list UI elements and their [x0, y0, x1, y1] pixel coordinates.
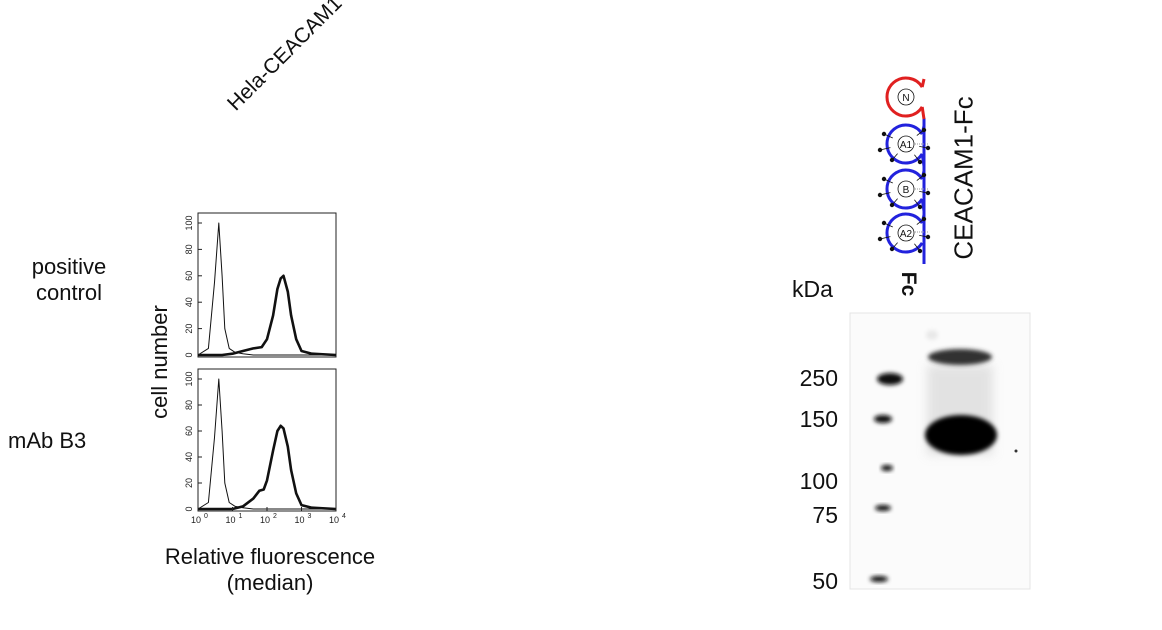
glycan-head	[921, 216, 927, 222]
row-label-line1: positive	[31, 254, 107, 279]
sample-band-main	[925, 415, 997, 455]
glycan-head	[877, 147, 883, 153]
marker-75: 75	[812, 502, 838, 528]
marker-100: 100	[799, 468, 838, 494]
x-tick-label: 10	[191, 515, 201, 525]
glycan-head	[881, 220, 887, 226]
glycan-head	[921, 172, 927, 178]
row-label-line2: control	[35, 280, 103, 305]
glycan-head	[917, 248, 923, 254]
domain-label-b: B	[903, 185, 910, 196]
domain-label-circle	[897, 135, 915, 153]
domain-connector	[920, 153, 926, 167]
glycan-head	[889, 246, 895, 252]
glycan-head	[925, 234, 931, 240]
x-tick-exponent: 2	[273, 513, 277, 520]
speck	[1014, 449, 1018, 453]
y-tick-label: 20	[184, 324, 194, 334]
x-tick-exponent: 4	[342, 513, 346, 520]
domain-label-circle	[897, 88, 915, 106]
y-tick-label: 0	[184, 352, 194, 357]
domain-a2-loop	[885, 212, 924, 254]
x-tick-exponent: 1	[239, 513, 243, 520]
glycan-head	[925, 190, 931, 196]
y-tick-label: 40	[184, 452, 194, 462]
x-tick-exponent: 3	[308, 513, 312, 520]
domain-connector	[920, 106, 926, 120]
y-tick-label: 20	[184, 478, 194, 488]
ladder-band	[870, 576, 888, 582]
ladder-band	[874, 415, 892, 423]
domain-b-loop	[885, 168, 924, 210]
x-axis-label-line2: (median)	[226, 570, 314, 595]
glycan-head	[889, 202, 895, 208]
x-axis-label-line1: Relative fluorescence	[164, 544, 376, 569]
kda-label: kDa	[792, 276, 833, 302]
y-tick-label: 40	[184, 297, 194, 307]
x-axis-label: Relative fluorescence (median)	[130, 544, 410, 596]
lane-label-fc: Fc	[897, 271, 920, 297]
y-tick-label: 0	[184, 506, 194, 511]
glycan-head	[921, 127, 927, 133]
sample-band-high	[928, 349, 992, 365]
glycan-head	[881, 131, 887, 137]
marker-50: 50	[812, 568, 838, 594]
x-tick-label: 10	[329, 515, 339, 525]
ladder-band	[875, 505, 891, 511]
y-tick-label: 80	[184, 244, 194, 254]
domain-label-a2: A2	[900, 229, 913, 240]
y-tick-label: 100	[184, 215, 194, 230]
ladder-band	[877, 373, 903, 385]
y-tick-label: 80	[184, 400, 194, 410]
marker-250: 250	[799, 365, 838, 391]
glycan-head	[877, 236, 883, 242]
marker-150: 150	[799, 406, 838, 432]
y-tick-label: 60	[184, 426, 194, 436]
histogram-frame	[197, 212, 337, 358]
x-tick-label: 10	[225, 515, 235, 525]
x-tick-label: 10	[294, 515, 304, 525]
y-tick-label: 60	[184, 271, 194, 281]
domain-a1-loop	[885, 123, 924, 165]
glycan-head	[917, 204, 923, 210]
row-label-mab-b3: mAb B3	[8, 428, 87, 453]
x-tick-label: 10	[260, 515, 270, 525]
stained-histogram-line	[198, 274, 337, 357]
x-tick-exponent: 0	[204, 513, 208, 520]
glycan-head	[881, 176, 887, 182]
lane-label-ceacam1-fc: CEACAM1-Fc	[948, 96, 979, 260]
domain-label-n: N	[902, 93, 909, 104]
glycan-head	[925, 145, 931, 151]
domain-n-loop	[885, 76, 924, 118]
glycan-head	[877, 192, 883, 198]
domain-label-circle	[897, 224, 915, 242]
domain-connector	[920, 78, 926, 88]
y-tick-label: 100	[184, 371, 194, 386]
glycan-head	[889, 157, 895, 163]
row-label-positive-control: positive control	[14, 254, 124, 306]
ladder-band	[881, 465, 893, 471]
domain-connector	[920, 198, 926, 212]
control-histogram-line	[197, 222, 336, 356]
glycan-head	[917, 159, 923, 165]
domain-label-circle	[897, 180, 915, 198]
stained-histogram-line	[198, 424, 337, 511]
domain-label-a1: A1	[900, 140, 913, 151]
membrane-artifact	[926, 330, 938, 340]
